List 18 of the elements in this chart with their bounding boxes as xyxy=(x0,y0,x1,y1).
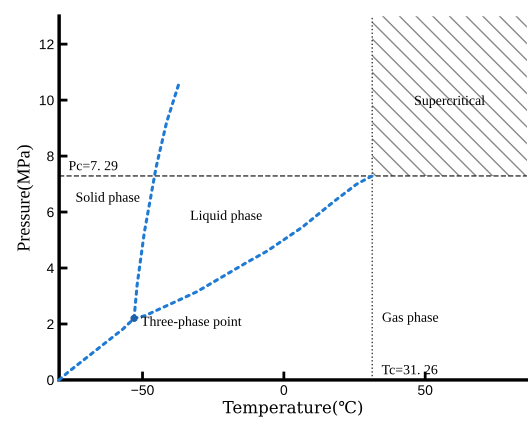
x-tick-label: −50 xyxy=(131,385,154,396)
y-tick-label: 12 xyxy=(40,39,54,50)
y-tick-label: 0 xyxy=(47,375,54,386)
band-label: Supercritical xyxy=(415,95,485,108)
annotation: Solid phase xyxy=(76,192,140,205)
x-tick-label: 0 xyxy=(280,385,288,396)
y-tick-label: 4 xyxy=(46,263,54,274)
ref-line-label: Pc=7. 29 xyxy=(68,160,118,170)
annotation: Liquid phase xyxy=(190,210,262,223)
y-axis-title: Pressure(MPa) xyxy=(16,145,34,252)
y-tick-label: 2 xyxy=(47,319,54,330)
y-tick-label: 6 xyxy=(47,207,54,218)
y-tick-label: 8 xyxy=(47,151,54,162)
y-tick-label: 10 xyxy=(40,95,54,106)
annotation: Gas phase xyxy=(382,312,438,325)
annotation: Three-phase point xyxy=(141,316,242,329)
x-axis-title: Temperature(℃) xyxy=(222,400,362,417)
x-tick-label: 50 xyxy=(418,385,432,396)
